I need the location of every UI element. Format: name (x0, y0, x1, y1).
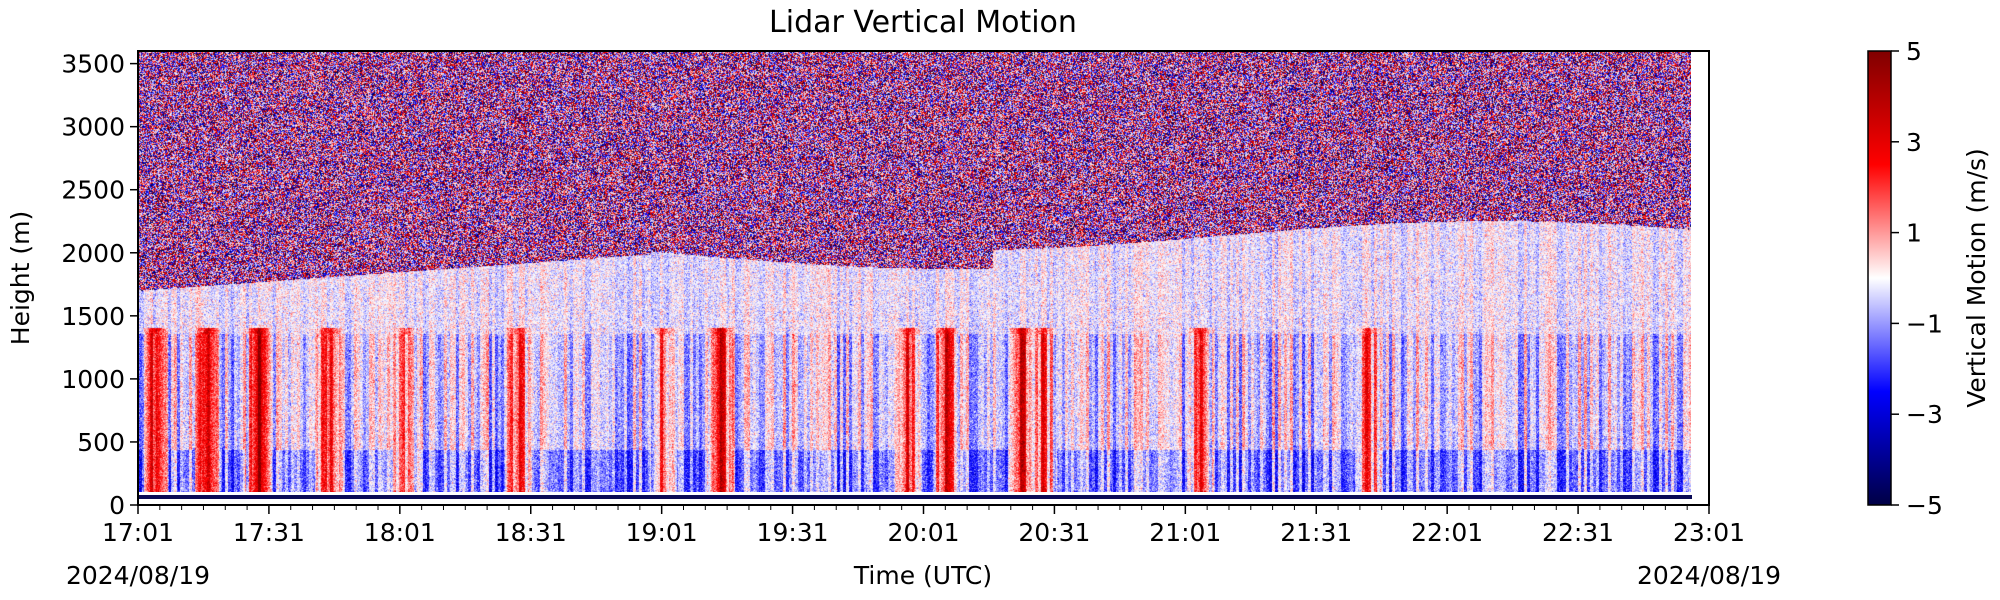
x-tick-label: 18:31 (495, 518, 567, 547)
y-tick-label: 1000 (61, 365, 125, 394)
y-tick-label: 2500 (61, 176, 125, 205)
y-axis: 0 500 1000 1500 2000 2500 3000 3500 (61, 50, 138, 520)
x-tick-label: 17:01 (102, 518, 174, 547)
y-tick-label: 3000 (61, 113, 125, 142)
heatmap-cells (138, 52, 1691, 492)
x-tick-label: 21:01 (1149, 518, 1221, 547)
x-axis: 17:01 17:31 18:01 18:31 19:01 19:31 20:01 20:31… (102, 505, 1745, 547)
colorbar: 5 3 1 −1 −3 −5 Vertical Motion (m/s) (1867, 37, 1991, 520)
x-tick-label: 23:01 (1673, 518, 1745, 547)
y-tick-label: 500 (77, 428, 125, 457)
colorbar-label: Vertical Motion (m/s) (1962, 148, 1991, 408)
x-tick-label: 20:01 (887, 518, 959, 547)
colorbar-tick-label: 3 (1906, 128, 1922, 157)
x-end-date: 2024/08/19 (1637, 561, 1781, 590)
colorbar-tick-label: −1 (1906, 309, 1943, 338)
chart-title: Lidar Vertical Motion (769, 5, 1077, 40)
x-start-date: 2024/08/19 (66, 561, 210, 590)
colorbar-tick-label: 5 (1906, 37, 1922, 66)
x-tick-label: 22:31 (1542, 518, 1614, 547)
x-tick-label: 19:31 (757, 518, 829, 547)
x-axis-label: Time (UTC) (853, 561, 992, 590)
y-axis-label: Height (m) (6, 211, 35, 345)
y-tick-label: 2000 (61, 239, 125, 268)
y-tick-label: 0 (109, 491, 125, 520)
plot-area (137, 50, 1710, 506)
y-tick-label: 3500 (61, 50, 125, 79)
colorbar-tick-label: −3 (1906, 400, 1943, 429)
colorbar-ticks: 5 3 1 −1 −3 −5 (1891, 37, 1943, 520)
x-tick-label: 21:31 (1280, 518, 1352, 547)
y-tick-label: 1500 (61, 302, 125, 331)
colorbar-tick-label: −5 (1906, 491, 1943, 520)
x-tick-label: 18:01 (364, 518, 436, 547)
x-tick-label: 22:01 (1411, 518, 1483, 547)
x-tick-label: 19:01 (626, 518, 698, 547)
colorbar-tick-label: 1 (1906, 219, 1922, 248)
x-tick-label: 20:31 (1018, 518, 1090, 547)
x-tick-label: 17:31 (233, 518, 305, 547)
heatmap-image (138, 52, 1691, 492)
colorbar-gradient (1867, 50, 1892, 506)
